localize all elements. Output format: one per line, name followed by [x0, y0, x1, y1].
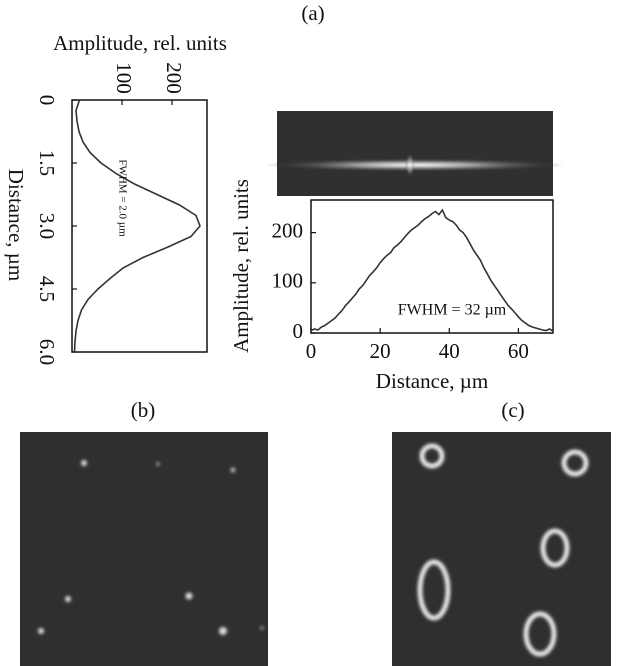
annotation: FWHM = 2.0 µm — [116, 159, 128, 237]
data-line — [73, 99, 201, 353]
x-tick-label: 0 — [35, 95, 59, 106]
x-axis-label: Distance, µm — [376, 369, 488, 393]
y-tick-label: 100 — [112, 62, 136, 94]
y-tick-label: 200 — [162, 62, 186, 94]
x-tick-label: 20 — [370, 339, 391, 363]
plot-frame — [71, 99, 208, 353]
y-axis-label: Amplitude, rel. units — [229, 179, 253, 353]
y-tick-label: 200 — [272, 218, 304, 242]
annotation: FWHM = 32 µm — [398, 302, 507, 319]
x-tick-label: 3.0 — [35, 213, 59, 239]
x-tick-label: 1.5 — [35, 150, 59, 176]
y-axis-label: Amplitude, rel. units — [53, 31, 227, 55]
x-tick-label: 60 — [508, 339, 529, 363]
panel-label: (c) — [501, 398, 524, 422]
plot-frame — [310, 199, 554, 334]
x-tick-label: 4.5 — [35, 276, 59, 302]
x-tick-label: 6.0 — [35, 339, 59, 365]
y-tick-label: 100 — [272, 269, 304, 293]
spots-image — [20, 432, 268, 666]
panel-label: (a) — [301, 1, 324, 25]
beam-image — [265, 111, 565, 196]
data-line — [310, 208, 554, 332]
y-tick-label: 0 — [293, 319, 304, 343]
rings-image — [392, 432, 611, 666]
x-tick-label: 40 — [439, 339, 460, 363]
x-axis-label: Distance, µm — [4, 169, 28, 281]
panel-label: (b) — [131, 398, 156, 422]
x-tick-label: 0 — [306, 339, 317, 363]
